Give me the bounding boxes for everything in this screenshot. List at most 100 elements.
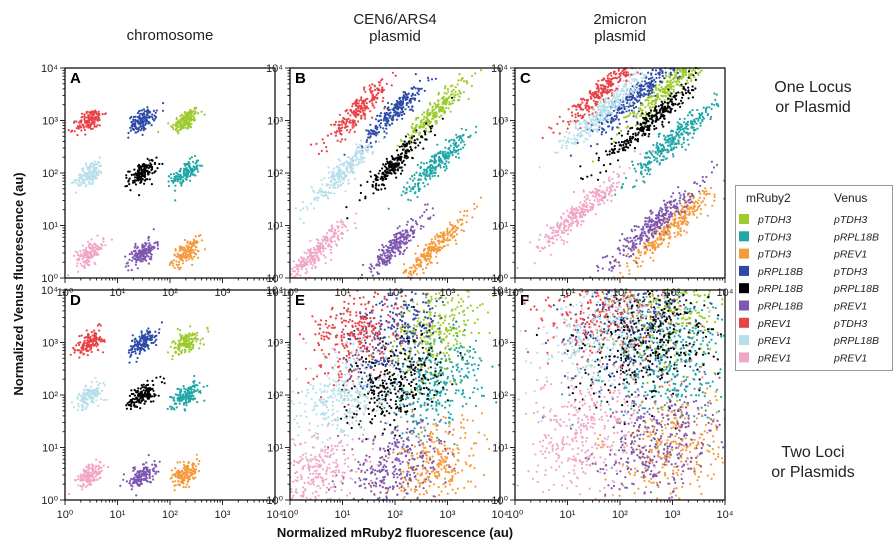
data-point <box>669 79 673 82</box>
data-point <box>414 182 417 186</box>
data-point <box>701 189 704 192</box>
data-point <box>443 110 446 113</box>
data-point <box>179 167 182 170</box>
data-point <box>136 130 140 133</box>
data-point <box>309 202 312 205</box>
data-point <box>396 169 399 172</box>
data-point <box>475 125 478 128</box>
data-point <box>398 145 401 148</box>
data-point <box>666 229 670 232</box>
data-point <box>140 253 143 256</box>
data-point <box>633 248 636 251</box>
data-point <box>326 134 329 137</box>
data-point <box>98 248 101 251</box>
data-point <box>411 127 414 130</box>
data-point <box>653 248 657 251</box>
data-point <box>434 237 437 240</box>
data-point <box>365 129 368 132</box>
data-point <box>626 252 629 256</box>
data-point <box>431 245 434 248</box>
data-point <box>412 264 415 267</box>
data-point <box>135 259 138 262</box>
data-point <box>366 97 369 100</box>
data-point <box>673 231 676 235</box>
data-point <box>462 133 465 136</box>
data-point <box>679 229 682 232</box>
data-point <box>352 171 355 174</box>
data-point <box>156 244 159 247</box>
data-point <box>651 120 654 123</box>
data-point <box>376 178 379 181</box>
data-point <box>445 92 448 95</box>
data-point <box>337 171 340 174</box>
data-point <box>346 229 349 232</box>
data-point <box>173 266 176 270</box>
data-point <box>633 112 636 115</box>
data-point <box>368 145 371 148</box>
data-point <box>184 123 187 126</box>
data-point <box>178 119 181 122</box>
data-point <box>392 118 395 121</box>
data-point <box>684 82 687 85</box>
data-point <box>184 114 187 117</box>
data-point <box>142 174 145 177</box>
data-point <box>634 124 638 127</box>
data-point <box>148 159 151 162</box>
data-point <box>337 177 340 180</box>
data-point <box>452 148 456 152</box>
data-point <box>148 242 151 245</box>
data-point <box>642 225 645 228</box>
data-point <box>647 241 650 244</box>
data-point <box>418 79 422 82</box>
data-point <box>192 238 195 241</box>
data-point <box>664 141 667 144</box>
data-point <box>706 214 709 217</box>
data-point <box>185 116 188 119</box>
data-point <box>462 229 465 233</box>
data-point <box>354 113 357 116</box>
data-point <box>672 147 675 150</box>
data-point <box>676 77 680 80</box>
data-point <box>84 254 87 257</box>
data-point <box>402 252 405 256</box>
data-point <box>448 103 451 106</box>
data-point <box>440 106 443 109</box>
data-point <box>686 223 689 226</box>
data-point <box>395 113 398 116</box>
data-point <box>145 252 148 256</box>
data-point <box>680 83 683 86</box>
data-point <box>85 165 88 168</box>
data-point <box>341 221 345 224</box>
data-point <box>330 180 333 183</box>
data-point <box>392 169 395 172</box>
data-point <box>637 110 641 113</box>
data-point <box>341 163 344 166</box>
data-point <box>586 175 589 178</box>
data-point <box>138 175 141 178</box>
data-point <box>97 110 100 113</box>
data-point <box>344 125 347 128</box>
data-point <box>662 134 666 137</box>
data-point <box>93 253 96 256</box>
data-point <box>378 81 381 84</box>
data-point <box>471 216 474 219</box>
data-point <box>647 170 650 173</box>
data-point <box>339 232 343 236</box>
data-point <box>640 251 643 254</box>
data-point <box>90 253 93 256</box>
data-point <box>475 205 479 208</box>
data-point <box>127 136 130 139</box>
data-point <box>625 120 628 123</box>
data-point <box>666 83 670 86</box>
data-point <box>144 116 148 119</box>
data-point <box>418 99 421 103</box>
data-point <box>190 114 193 117</box>
data-point <box>686 220 689 223</box>
data-point <box>299 274 302 277</box>
data-point <box>632 106 636 110</box>
data-point <box>294 275 297 278</box>
data-point <box>85 110 88 113</box>
data-point <box>138 114 141 118</box>
data-point <box>699 122 702 125</box>
data-point <box>647 94 650 97</box>
